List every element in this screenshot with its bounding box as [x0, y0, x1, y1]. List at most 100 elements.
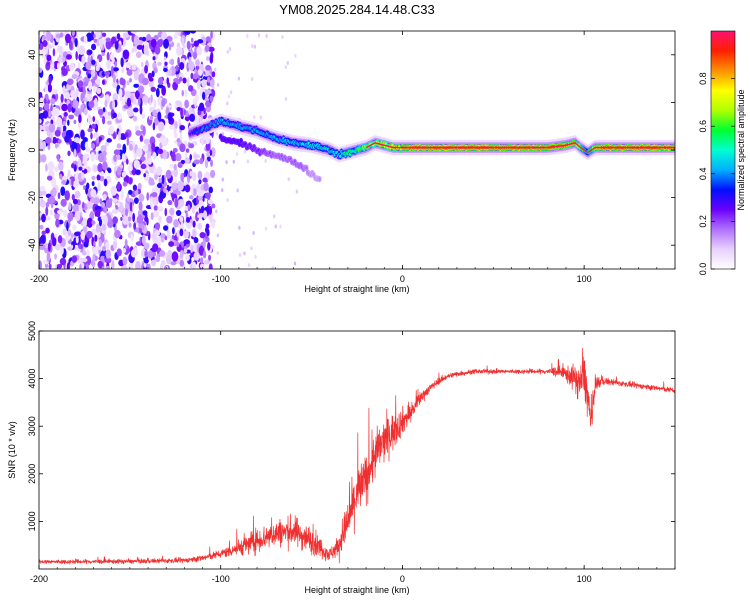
- noise-blob: [129, 77, 132, 83]
- noise-blob: [135, 169, 141, 176]
- noise-blob: [232, 159, 236, 164]
- noise-blob: [132, 212, 136, 223]
- noise-blob: [45, 125, 49, 132]
- spectrogram-y-ticks: -40 -20 0 20 40: [27, 50, 675, 252]
- noise-blob: [192, 229, 197, 238]
- ridge-core: [338, 154, 342, 159]
- noise-blob: [177, 198, 185, 208]
- noise-blob: [102, 107, 106, 113]
- noise-blob: [193, 159, 200, 165]
- noise-blob: [204, 192, 211, 199]
- noise-blob: [75, 51, 78, 61]
- noise-blob: [72, 180, 80, 189]
- noise-blob: [112, 73, 116, 83]
- noise-blob: [165, 254, 172, 265]
- noise-blob: [46, 44, 53, 49]
- noise-blob: [91, 59, 96, 65]
- noise-blob: [243, 251, 246, 256]
- noise-blob: [86, 217, 93, 228]
- noise-blob: [164, 61, 168, 66]
- noise-blob: [39, 260, 42, 269]
- noise-blob: [159, 250, 166, 257]
- noise-blob: [50, 119, 54, 125]
- noise-blob: [48, 110, 51, 118]
- noise-blob: [101, 52, 105, 57]
- noise-blob: [83, 35, 88, 44]
- noise-blob: [163, 38, 170, 49]
- noise-blob: [68, 62, 75, 71]
- noise-blob: [206, 151, 211, 157]
- noise-blob: [128, 222, 132, 228]
- noise-blob: [191, 187, 194, 197]
- noise-blob: [192, 171, 197, 182]
- noise-blob: [192, 98, 196, 104]
- noise-blob: [251, 44, 254, 49]
- noise-blob: [39, 67, 43, 73]
- noise-blob: [206, 76, 211, 83]
- noise-blob: [162, 187, 167, 193]
- noise-blob: [67, 212, 74, 222]
- noise-blob: [139, 87, 143, 98]
- noise-blob: [146, 192, 150, 201]
- noise-blob: [91, 175, 96, 181]
- noise-blob: [190, 31, 196, 34]
- noise-blob: [143, 258, 149, 264]
- noise-blob: [171, 182, 178, 191]
- noise-blob: [112, 239, 118, 250]
- noise-blob: [74, 211, 81, 222]
- noise-blob: [120, 57, 124, 68]
- noise-blob: [58, 161, 64, 171]
- noise-blob: [243, 149, 247, 154]
- noise-blob: [114, 41, 119, 50]
- noise-blob: [124, 132, 129, 138]
- noise-blob: [45, 31, 52, 42]
- noise-blob: [161, 85, 167, 96]
- noise-blob: [86, 201, 93, 210]
- noise-blob: [116, 248, 122, 257]
- noise-blob: [48, 123, 56, 133]
- snr-series-line: [39, 348, 675, 565]
- noise-blob: [157, 205, 164, 212]
- noise-blob: [250, 246, 253, 251]
- noise-blob: [189, 154, 193, 161]
- noise-blob: [118, 88, 123, 98]
- noise-blob: [71, 175, 74, 187]
- noise-blob: [105, 249, 112, 259]
- noise-blob: [40, 196, 43, 204]
- noise-blob: [287, 177, 290, 182]
- noise-blob: [92, 246, 99, 255]
- noise-blob: [226, 198, 229, 203]
- noise-blob: [80, 104, 84, 112]
- noise-blob: [178, 76, 183, 82]
- noise-blob: [193, 73, 199, 80]
- snr-y-ticks: 1000 2000 3000 4000 5000: [27, 321, 675, 531]
- noise-blob: [50, 104, 53, 112]
- y-tick-label: 4000: [27, 369, 37, 389]
- noise-blob: [188, 61, 195, 71]
- noise-blob: [120, 265, 128, 269]
- noise-blob: [48, 263, 52, 269]
- noise-blob: [95, 223, 102, 234]
- noise-blob: [176, 106, 182, 112]
- noise-blob: [46, 54, 52, 62]
- noise-blob: [127, 177, 133, 185]
- noise-blob: [141, 36, 147, 42]
- noise-blob: [97, 162, 103, 173]
- noise-blob: [93, 34, 96, 39]
- noise-blob: [152, 243, 159, 252]
- noise-blob: [133, 107, 139, 113]
- noise-blob: [66, 54, 72, 60]
- noise-blob: [62, 228, 67, 236]
- noise-blob: [87, 73, 92, 79]
- noise-blob: [50, 98, 56, 105]
- noise-blob: [151, 142, 156, 152]
- noise-blob: [164, 235, 168, 241]
- noise-blob: [80, 230, 86, 241]
- colorbar-tick-label: 0.6: [698, 120, 708, 133]
- noise-blob: [111, 198, 118, 203]
- noise-blob: [163, 225, 169, 231]
- noise-blob: [162, 149, 168, 160]
- noise-blob: [205, 136, 210, 145]
- noise-blob: [75, 236, 79, 244]
- noise-blob: [129, 143, 133, 151]
